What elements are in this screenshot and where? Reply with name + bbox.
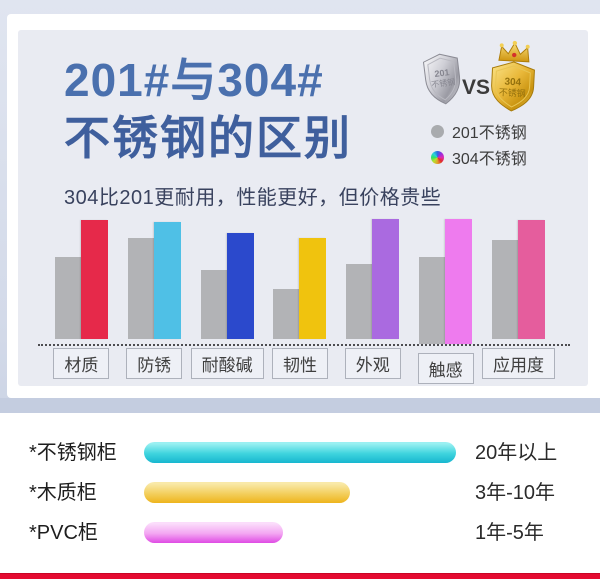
category-label: 触感: [417, 353, 474, 384]
category-label: 应用度: [481, 348, 555, 379]
bar-201-2: [200, 270, 228, 339]
bar-pair: [200, 219, 254, 339]
bar-304-3: [299, 237, 327, 339]
vs-label: VS: [462, 76, 491, 99]
comparison-chart: 材质 防锈 耐酸碱 韧性 外观 触感 应用度: [45, 219, 555, 384]
gold-badge-number: 304: [504, 77, 522, 89]
bar-201-4: [346, 264, 374, 339]
page-subtitle: 304比201更耐用，性能更好，但价格贵些: [64, 187, 442, 209]
category-label: 耐酸碱: [190, 348, 264, 379]
bar-304-1: [153, 221, 181, 339]
bar-201-5: [419, 256, 447, 344]
silver-shield-icon: 201 不锈钢: [420, 51, 467, 112]
bar-201-6: [491, 240, 519, 339]
gold-badge-text: 不锈钢: [498, 86, 526, 98]
lifespan-value: 1年-5年: [475, 522, 544, 544]
legend-swatch-rainbow-icon: [431, 150, 444, 164]
lifespan-bar: [144, 442, 456, 463]
lifespan-label: *不锈钢柜: [29, 442, 117, 464]
bar-pair: [419, 219, 473, 344]
lifespan-value: 20年以上: [475, 442, 558, 464]
bar-pair: [54, 219, 108, 339]
bar-pair: [273, 219, 327, 339]
page-title-line2: 不锈钢的区别: [64, 112, 352, 164]
lifespan-bar: [144, 482, 350, 503]
legend-item-201: 201不锈钢: [431, 118, 527, 144]
legend-item-304: 304不锈钢: [431, 144, 527, 170]
chart-group: 材质: [45, 219, 118, 379]
gold-shield-crown-icon: 304 不锈钢: [484, 39, 542, 119]
category-label: 外观: [344, 348, 401, 379]
chart-group: 触感: [409, 219, 482, 384]
lifespan-label: *木质柜: [29, 482, 97, 504]
lifespan-section: *不锈钢柜 20年以上 *木质柜 3年-10年 *PVC柜 1年-5年: [0, 413, 600, 573]
bar-pair: [346, 219, 400, 339]
bottom-accent-band: [0, 573, 600, 579]
page-title-line1: 201#与304#: [64, 54, 324, 106]
lifespan-row: *不锈钢柜 20年以上: [0, 441, 600, 465]
bar-pair: [491, 219, 545, 339]
chart-group: 应用度: [481, 219, 555, 379]
lifespan-value: 3年-10年: [475, 482, 556, 504]
lifespan-bar: [144, 522, 283, 543]
lifespan-label: *PVC柜: [29, 522, 98, 544]
bar-201-0: [54, 256, 82, 339]
category-label: 防锈: [126, 348, 183, 379]
legend-swatch-gray-icon: [431, 124, 444, 138]
bar-304-0: [80, 220, 108, 339]
silver-badge-number: 201: [434, 67, 450, 79]
lifespan-row: *PVC柜 1年-5年: [0, 521, 600, 545]
bar-201-1: [127, 237, 155, 339]
chart-group: 韧性: [264, 219, 337, 379]
chart-legend: 201不锈钢 304不锈钢: [431, 118, 527, 170]
lifespan-row: *木质柜 3年-10年: [0, 481, 600, 505]
section-divider: [0, 398, 600, 413]
bar-304-5: [445, 219, 473, 344]
legend-label-304: 304不锈钢: [452, 151, 527, 168]
category-label: 材质: [53, 348, 110, 379]
bar-304-4: [372, 219, 400, 339]
bar-304-6: [517, 220, 545, 339]
bar-304-2: [226, 232, 254, 339]
chart-baseline: [38, 344, 570, 346]
chart-group: 防锈: [118, 219, 191, 379]
category-label: 韧性: [271, 348, 328, 379]
bar-201-3: [273, 289, 301, 339]
chart-group: 外观: [336, 219, 409, 379]
chart-group: 耐酸碱: [190, 219, 264, 379]
silver-badge-text: 不锈钢: [431, 77, 456, 90]
legend-label-201: 201不锈钢: [452, 125, 527, 142]
bar-pair: [127, 219, 181, 339]
